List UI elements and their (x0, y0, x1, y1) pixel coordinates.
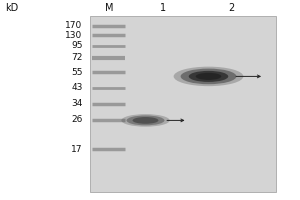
Ellipse shape (174, 67, 243, 86)
Text: 1: 1 (160, 3, 166, 13)
Text: 95: 95 (71, 42, 82, 50)
Ellipse shape (127, 115, 164, 125)
Ellipse shape (196, 73, 221, 80)
FancyBboxPatch shape (90, 16, 276, 192)
Text: 26: 26 (71, 116, 82, 124)
Text: 130: 130 (65, 30, 83, 40)
Text: 17: 17 (71, 144, 82, 154)
Text: 43: 43 (71, 83, 82, 92)
Text: 72: 72 (71, 53, 82, 62)
Text: 34: 34 (71, 99, 82, 108)
Ellipse shape (181, 69, 236, 84)
Text: kD: kD (5, 3, 19, 13)
Text: M: M (105, 3, 114, 13)
Ellipse shape (121, 114, 170, 127)
Ellipse shape (189, 71, 228, 82)
Ellipse shape (133, 117, 158, 124)
Text: 2: 2 (228, 3, 234, 13)
Text: 170: 170 (65, 21, 83, 30)
Text: 55: 55 (71, 68, 82, 77)
